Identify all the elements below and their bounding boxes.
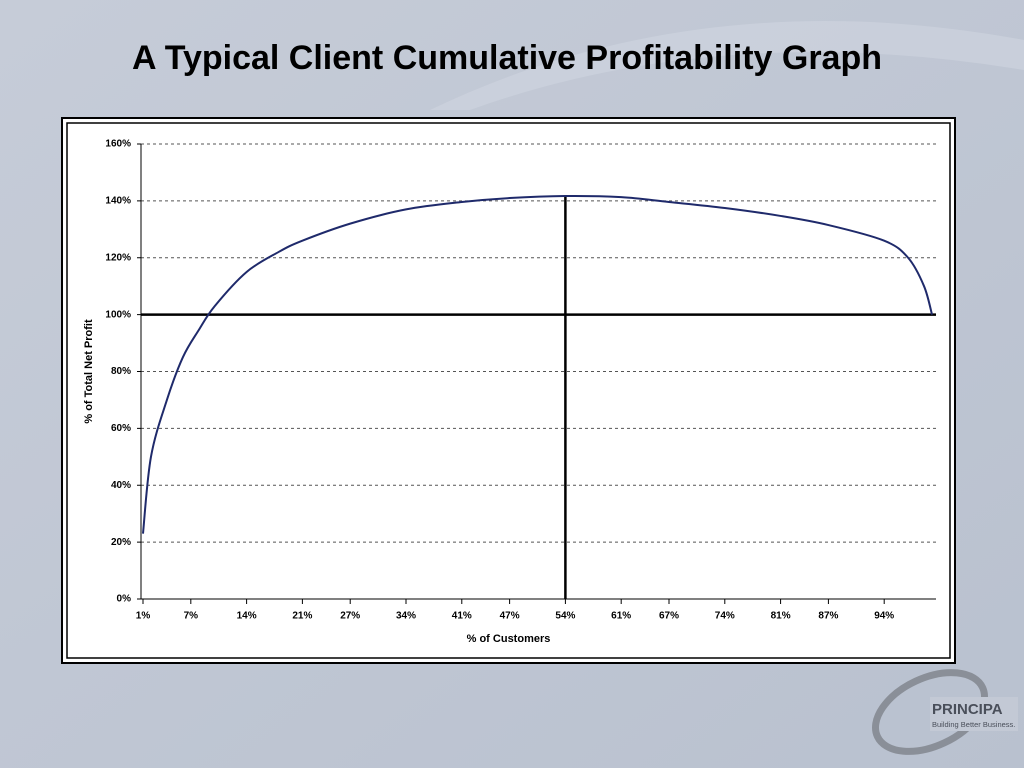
x-tick-label: 14% — [237, 611, 257, 622]
x-tick-label: 74% — [715, 611, 735, 622]
y-tick-label: 100% — [105, 309, 131, 320]
logo-plate — [930, 697, 1018, 731]
y-tick-label: 60% — [111, 423, 131, 434]
x-axis-label: % of Customers — [467, 633, 551, 645]
y-tick-label: 20% — [111, 537, 131, 548]
logo-ring — [872, 669, 988, 755]
x-tick-label: 7% — [184, 611, 199, 622]
x-tick-label: 81% — [771, 611, 791, 622]
logo-tagline: Building Better Business. — [932, 720, 1015, 729]
x-tick-label: 21% — [292, 611, 312, 622]
x-tick-label: 47% — [500, 611, 520, 622]
x-tick-label: 34% — [396, 611, 416, 622]
y-tick-label: 0% — [117, 594, 132, 605]
y-tick-label: 40% — [111, 480, 131, 491]
y-tick-label: 80% — [111, 366, 131, 377]
x-tick-label: 54% — [555, 611, 575, 622]
y-tick-label: 160% — [105, 139, 131, 150]
plot: 0% 20% 40% 60% 80% 100% 120% 140% 160% 1% 7% 14% 21%… — [83, 139, 936, 645]
slide-title: A Typical Client Cumulative Profitabilit… — [132, 39, 882, 77]
logo-name: PRINCIPA — [932, 701, 1003, 718]
x-tick-label: 41% — [452, 611, 472, 622]
logo: PRINCIPA Building Better Business. — [872, 669, 1018, 755]
y-axis-label: % of Total Net Profit — [83, 319, 95, 424]
x-tick-label: 67% — [659, 611, 679, 622]
x-tick-label: 87% — [818, 611, 838, 622]
x-tick-label: 94% — [874, 611, 894, 622]
swoosh — [430, 21, 1024, 110]
profit-curve — [141, 195, 933, 534]
x-tick-label: 27% — [340, 611, 360, 622]
y-tick-label: 140% — [105, 196, 131, 207]
y-tick-label: 120% — [105, 252, 131, 263]
x-tick-label: 1% — [136, 611, 151, 622]
x-tick-label: 61% — [611, 611, 631, 622]
chart-frame-inner — [66, 122, 951, 659]
